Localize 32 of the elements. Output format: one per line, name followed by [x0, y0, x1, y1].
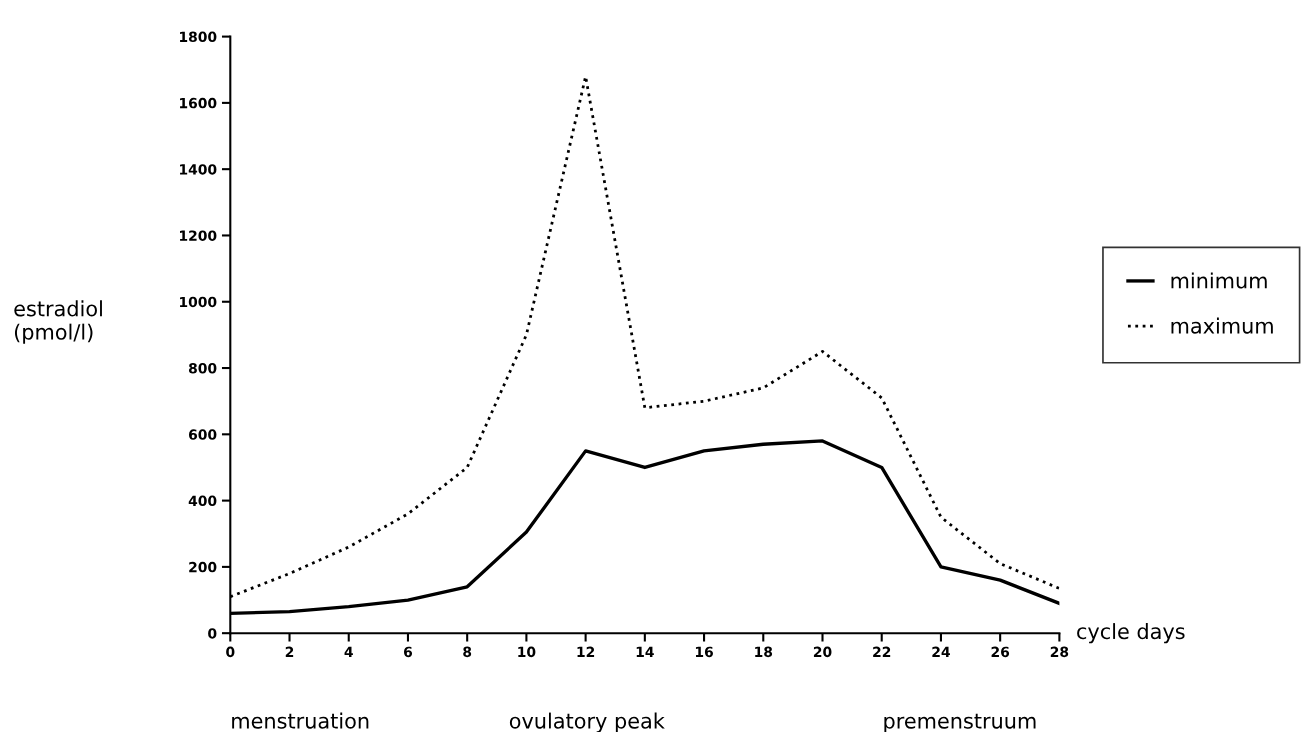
- x-tick-label: 10: [518, 646, 536, 658]
- x-tick-label: 2: [285, 646, 294, 657]
- y-tick-label: 0: [208, 628, 217, 639]
- x-tick-label: 20: [813, 646, 832, 658]
- text: premenstruum: [884, 713, 1036, 732]
- y-tick-label: 1800: [180, 31, 217, 43]
- x-tick-label: 28: [1050, 646, 1069, 658]
- x-tick-label: 8: [463, 646, 472, 658]
- x-tick-label: 26: [991, 646, 1010, 658]
- x-tick-label: 24: [932, 646, 950, 657]
- text: menstruation: [232, 712, 369, 729]
- text: ovulatory peak: [509, 712, 665, 732]
- y-axis-title: estradiol (pmol/l): [14, 300, 102, 344]
- y-tick-label: 1000: [180, 296, 217, 308]
- x-tick-label: 22: [873, 646, 891, 657]
- legend-label: maximum: [1171, 317, 1273, 334]
- x-tick-label: 18: [755, 646, 773, 658]
- x-tick-label: 6: [403, 646, 413, 658]
- y-tick-label: 200: [189, 561, 217, 573]
- legend-label: minimum: [1171, 272, 1267, 289]
- x-tick-label: 16: [695, 646, 713, 658]
- x-tick-label: 0: [226, 646, 235, 658]
- y-tick-label: 1200: [180, 230, 217, 241]
- x-tick-label: 14: [636, 646, 654, 657]
- x-tick-label: 4: [344, 646, 353, 657]
- x-tick-label: 12: [577, 646, 595, 657]
- y-tick-label: 1600: [180, 97, 217, 109]
- y-tick-label: 1400: [180, 164, 217, 175]
- x-axis-title: cycle days: [1077, 623, 1185, 644]
- y-tick-label: 600: [188, 429, 217, 440]
- y-tick-label: 800: [188, 363, 217, 374]
- y-tick-label: 400: [188, 495, 217, 507]
